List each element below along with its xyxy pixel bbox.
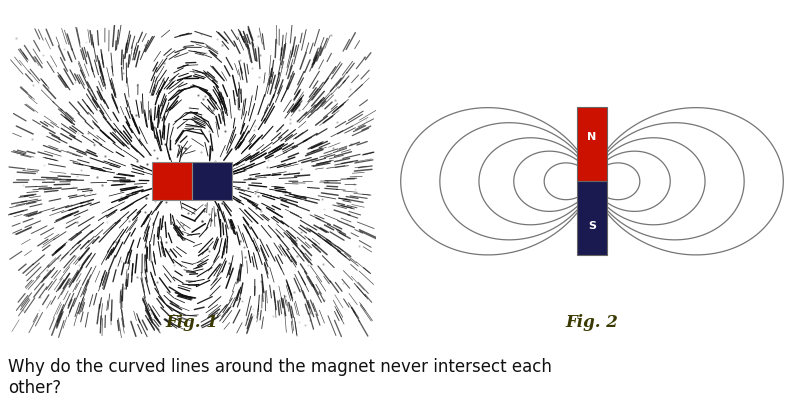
Bar [578, 181, 606, 255]
Text: Why do the curved lines around the magnet never intersect each
other?: Why do the curved lines around the magne… [8, 358, 552, 397]
Bar [578, 108, 606, 181]
Text: Fig. 1: Fig. 1 [166, 314, 218, 331]
Text: N: N [587, 132, 597, 142]
Bar [192, 162, 233, 200]
Bar [151, 162, 192, 200]
Text: Fig. 2: Fig. 2 [566, 314, 618, 331]
Text: S: S [588, 221, 596, 231]
